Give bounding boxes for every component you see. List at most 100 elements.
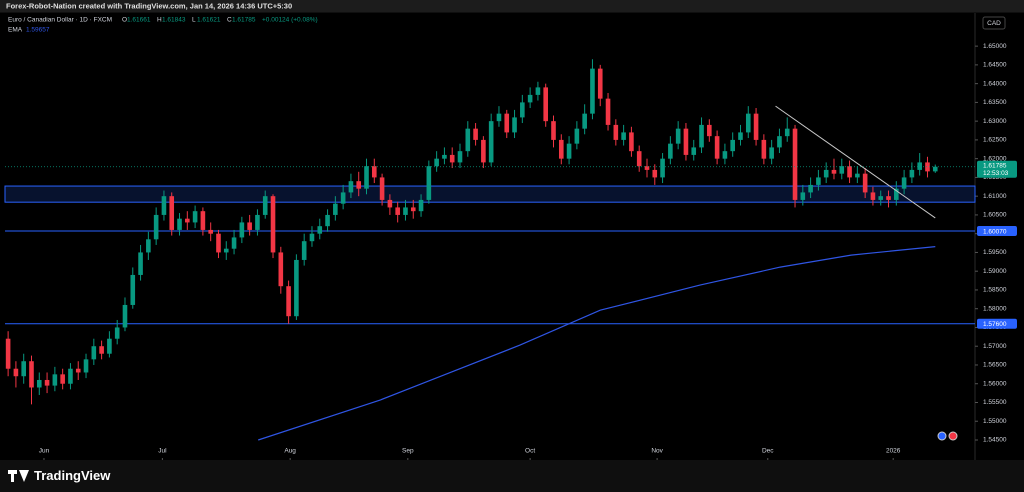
- candle-body: [535, 87, 541, 95]
- currency: CAD: [987, 20, 1001, 27]
- candle-body: [605, 98, 611, 125]
- candle-body: [395, 207, 400, 215]
- candle-body: [597, 68, 603, 99]
- candle-body: [722, 151, 728, 159]
- candle-body: [925, 162, 930, 172]
- price-label: 1.61785: [983, 162, 1007, 169]
- candle-body: [707, 124, 712, 137]
- candle-body: [169, 196, 175, 230]
- trendline: [775, 105, 936, 219]
- level-tag: [977, 318, 1017, 329]
- price-tag: [977, 160, 1017, 178]
- candle-body: [660, 158, 665, 178]
- candle-body: [301, 241, 307, 260]
- candle-body: [668, 143, 673, 159]
- candle-body: [286, 286, 291, 317]
- brand: TradingView: [34, 468, 111, 483]
- y-tick-label: 1.56000: [983, 380, 1007, 387]
- candle-body: [816, 177, 821, 185]
- candle-body: [800, 192, 806, 200]
- candle-body: [5, 338, 11, 369]
- y-tick-label: 1.55000: [983, 418, 1007, 425]
- y-tick-label: 1.57000: [983, 343, 1007, 350]
- plot-area: [0, 13, 975, 460]
- candle-body: [29, 361, 34, 388]
- candle-body: [878, 196, 884, 200]
- candle-body: [208, 229, 213, 234]
- candle-body: [239, 222, 245, 238]
- candle-body: [36, 379, 42, 388]
- candle-body: [13, 368, 19, 377]
- candle-body: [629, 132, 634, 152]
- candle-body: [200, 211, 206, 230]
- candle-body: [691, 147, 697, 155]
- candle-body: [216, 233, 221, 253]
- candle-body: [745, 113, 751, 133]
- candle-body: [652, 169, 658, 178]
- ema-name: EMA: [8, 27, 23, 34]
- candle-body: [808, 184, 813, 193]
- candle-body: [68, 368, 73, 384]
- candle-body: [520, 102, 525, 118]
- candle-body: [21, 361, 26, 377]
- y-tick-label: 1.59500: [983, 249, 1007, 256]
- candle-body: [847, 166, 852, 178]
- candle-body: [894, 188, 899, 200]
- candle-body: [636, 151, 642, 167]
- candle-body: [107, 338, 112, 354]
- candle-body: [60, 374, 65, 384]
- candle-body: [449, 154, 455, 163]
- symbol-title: Euro / Canadian Dollar · 1D · FXCM: [8, 17, 112, 24]
- candle-body: [831, 169, 837, 174]
- candle-body: [839, 166, 845, 174]
- candle-body: [457, 151, 463, 163]
- y-tick-label: 1.56500: [983, 362, 1007, 369]
- price-axis: [975, 13, 1024, 460]
- x-tick-label: Aug: [284, 448, 296, 455]
- candle-body: [909, 169, 915, 178]
- candle-body: [231, 237, 237, 249]
- candle-body: [309, 233, 315, 242]
- candle-body: [223, 248, 229, 253]
- candle-body: [777, 136, 782, 148]
- candle-body: [473, 128, 478, 140]
- y-tick-label: 1.63500: [983, 99, 1007, 106]
- candle-body: [527, 94, 533, 103]
- y-tick-label: 1.64000: [983, 80, 1007, 87]
- candle-body: [886, 196, 891, 200]
- candle-body: [823, 169, 829, 178]
- candle-body: [582, 113, 587, 129]
- x-tick-label: Sep: [402, 448, 414, 455]
- ohlc-value: 1.61785: [232, 17, 256, 24]
- y-tick-label: 1.58500: [983, 287, 1007, 294]
- countdown: 12:53:03: [983, 170, 1009, 177]
- y-tick-label: 1.62500: [983, 137, 1007, 144]
- y-tick-label: 1.62000: [983, 155, 1007, 162]
- candle-body: [714, 136, 720, 159]
- candle-body: [496, 113, 502, 122]
- icon: [948, 431, 958, 441]
- candle-body: [247, 222, 252, 230]
- candle-body: [738, 132, 743, 140]
- candle-body: [255, 214, 260, 230]
- candle-body: [574, 128, 580, 144]
- candle-body: [769, 147, 774, 159]
- ohlc-legend: O 1.61661 H 1.61843 L 1.61621 C 1.61785 +0.00124…: [8, 17, 318, 34]
- candle-body: [901, 177, 907, 189]
- y-tick-label: 1.65000: [983, 43, 1007, 50]
- candle-body: [325, 214, 330, 227]
- y-tick-label: 1.59000: [983, 268, 1007, 275]
- y-tick-label: 1.58000: [983, 305, 1007, 312]
- candle-body: [83, 359, 89, 373]
- candle-body: [551, 121, 556, 140]
- x-tick-label: Oct: [525, 448, 535, 455]
- candle-body: [52, 374, 58, 386]
- candle-body: [434, 158, 439, 167]
- change: +0.00124 (+0.08%): [262, 17, 318, 24]
- candle-body: [932, 166, 938, 172]
- ohlc-key: H: [157, 17, 162, 24]
- candle-body: [356, 181, 362, 189]
- level-label: 1.57600: [983, 321, 1007, 328]
- candle-body: [379, 177, 385, 200]
- logo: [8, 470, 29, 482]
